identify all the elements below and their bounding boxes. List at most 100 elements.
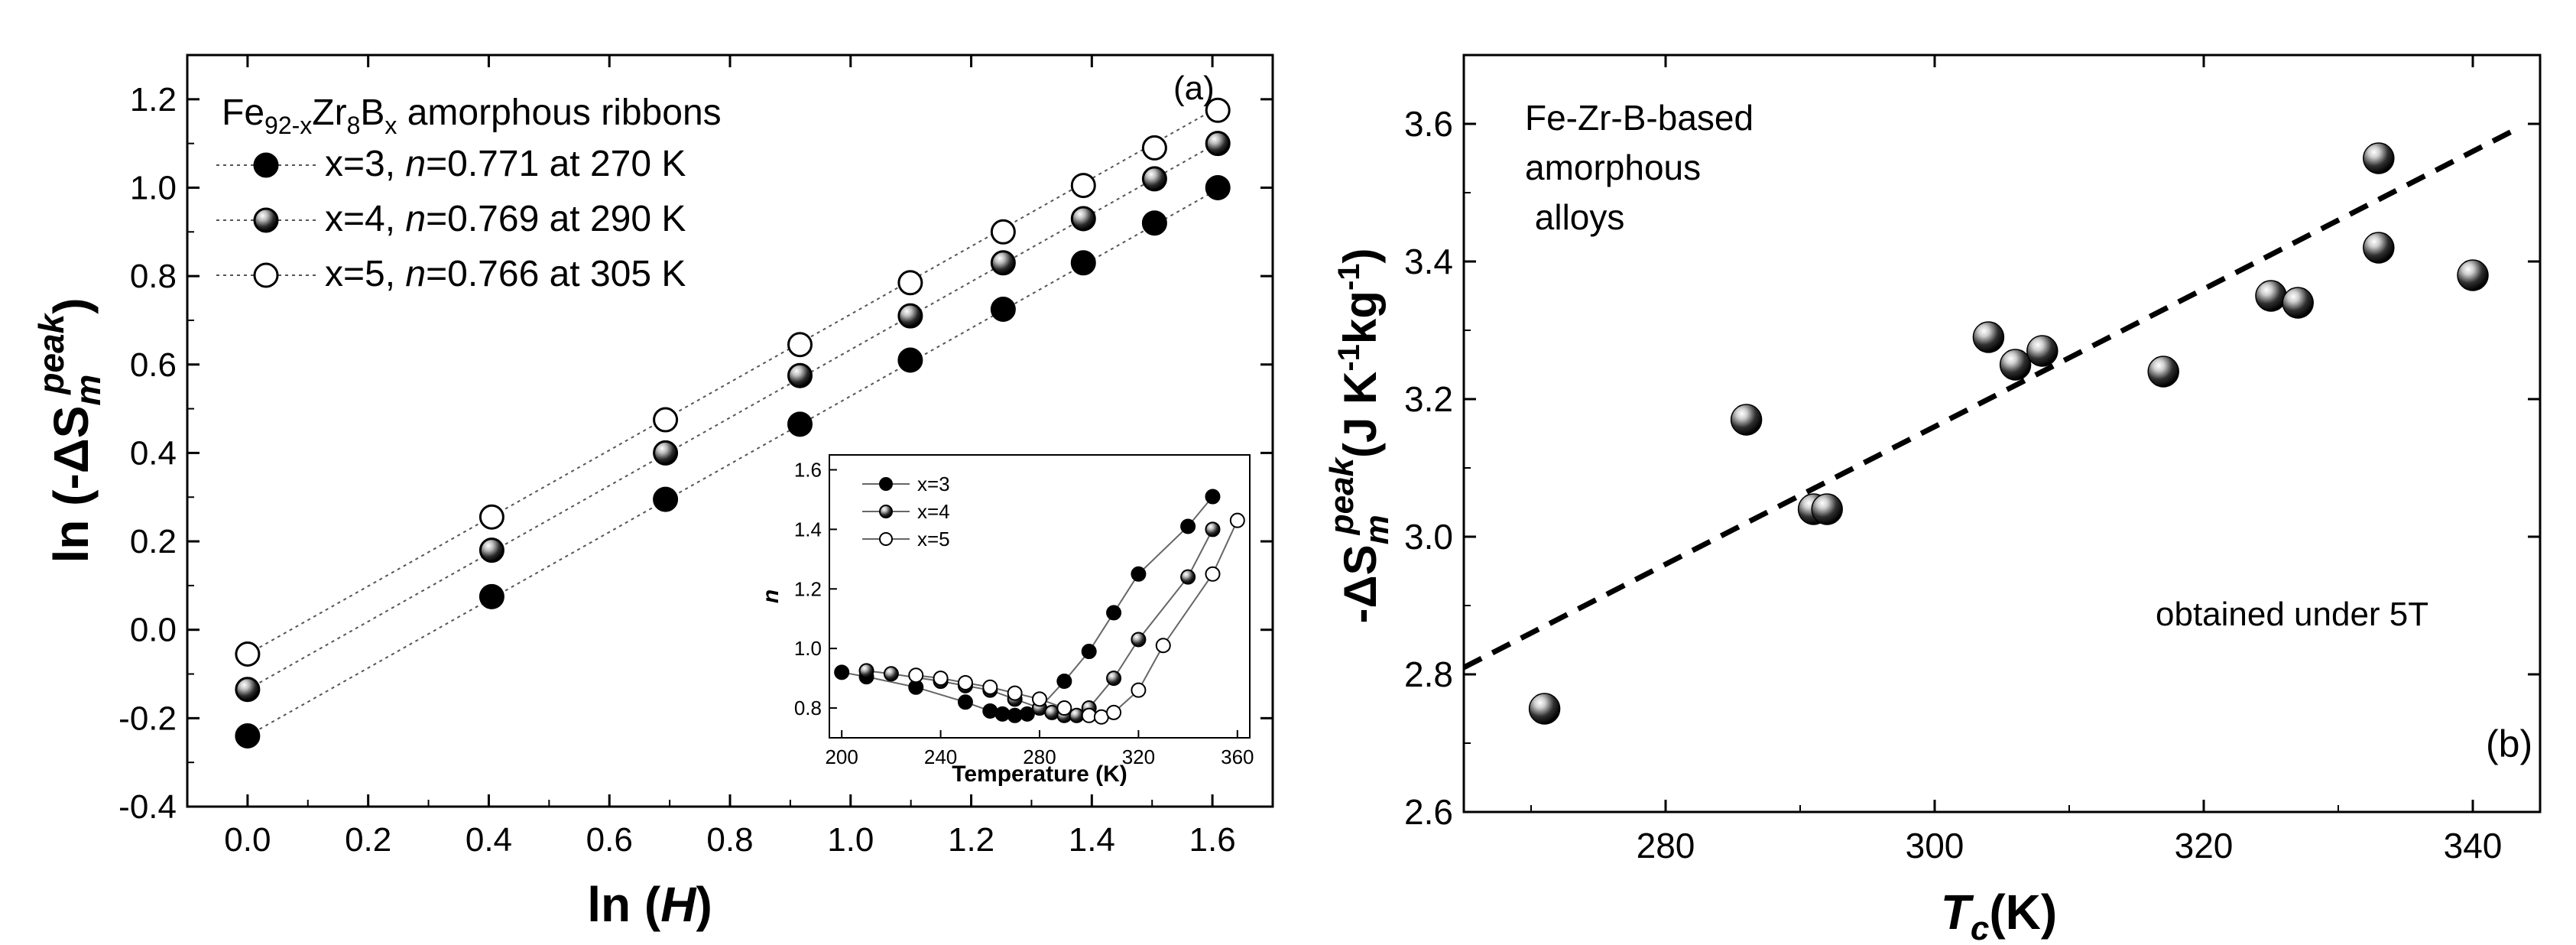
panel-a-xlabel: ln (H) [587, 877, 712, 932]
data-point-x=4 [1070, 206, 1096, 232]
inset-x-tick-label: 200 [825, 745, 858, 768]
b-data-point [1528, 693, 1561, 725]
data-point-x=3 [897, 347, 923, 373]
data-point-x=5 [653, 407, 679, 433]
inset-legend-marker-x=5 [879, 532, 893, 546]
inset-y-tick-label: 1.4 [794, 518, 822, 541]
b-x-tick-label: 320 [2175, 826, 2234, 865]
inset-point-x=3 [1056, 674, 1072, 689]
data-point-x=5 [897, 270, 923, 296]
x-tick-label: 1.2 [948, 821, 994, 859]
inset-point-x=5 [908, 667, 924, 684]
inset-point-x=4 [858, 663, 874, 679]
legend-marker-x=3 [253, 152, 279, 178]
data-point-x=4 [897, 303, 923, 329]
inset-point-x=5 [957, 674, 973, 690]
data-point-x=4 [990, 250, 1016, 276]
panel-b-xlabel: Tc(K) [1941, 885, 2057, 945]
fit-line-x=3 [247, 184, 1225, 737]
data-point-x=3 [787, 411, 813, 437]
data-point-x=3 [653, 486, 679, 512]
inset-point-x=3 [1131, 566, 1147, 582]
panel-a-inset: 200 240 280 320 360 0.8 1.0 1.2 1.4 1.6 x=3 x=4 x=5… [758, 454, 1254, 787]
inset-y-tick-label: 1.0 [794, 637, 822, 660]
data-point-x=4 [787, 362, 813, 388]
data-point-x=5 [1141, 135, 1167, 161]
inset-y-tick-label: 1.6 [794, 458, 822, 481]
b-data-point [2026, 335, 2059, 367]
panel-a-fit-lines [247, 102, 1225, 737]
b-y-tick-label: 3.2 [1404, 379, 1453, 419]
inset-point-x=5 [1007, 685, 1023, 701]
data-point-x=4 [653, 440, 679, 466]
y-tick-label: -0.2 [118, 700, 177, 737]
inset-legend: x=3 x=4 x=5 [862, 472, 950, 550]
inset-point-x=5 [1056, 700, 1072, 716]
legend-rows: x=3, n=0.771 at 270 K x=4, n=0.769 at 290… [216, 144, 686, 294]
inset-x-tick-label: 360 [1221, 745, 1254, 768]
y-tick-label: 1.0 [130, 169, 177, 206]
legend-label-x=4: x=4, n=0.769 at 290 K [325, 199, 686, 239]
b-y-tick-label: 2.6 [1404, 792, 1453, 832]
inset-legend-marker-x=3 [879, 477, 893, 491]
inset-legend-label-x=3: x=3 [917, 472, 950, 495]
b-y-tick-label: 3.4 [1404, 242, 1453, 281]
inset-point-x=4 [1106, 671, 1122, 687]
y-tick-label: 0.8 [130, 258, 177, 295]
b-y-tick-label: 3.0 [1404, 517, 1453, 557]
panel-a-ylabel: ln (-ΔSmpeak) [31, 297, 108, 563]
panel-b-annotation-line-3: alloys [1525, 197, 1624, 237]
x-tick-label: 0.2 [345, 821, 391, 859]
panel-b-chart: 280 300 320 340 2.6 2.8 3.0 3.2 3.4 3.6 Tc(K) -Δ… [1323, 54, 2542, 945]
b-data-point [2363, 232, 2395, 264]
panel-b-points [1528, 142, 2489, 725]
panel-a-label: (a) [1173, 70, 1215, 107]
inset-legend-label-x=4: x=4 [917, 500, 950, 523]
inset-point-x=5 [1032, 691, 1047, 707]
data-point-x=3 [1070, 250, 1096, 276]
inset-point-x=3 [1007, 707, 1023, 723]
inset-point-x=4 [1180, 569, 1196, 585]
legend-label-x=3: x=3, n=0.771 at 270 K [325, 144, 686, 184]
inset-ylabel: n [758, 589, 784, 603]
inset-point-x=5 [982, 679, 998, 695]
inset-point-x=5 [1106, 704, 1122, 720]
data-point-x=3 [990, 296, 1016, 322]
inset-point-x=3 [982, 703, 998, 719]
inset-y-tick-label: 1.2 [794, 577, 822, 600]
inset-point-x=5 [1229, 512, 1245, 528]
b-data-point [2363, 142, 2395, 174]
legend-marker-x=5 [253, 262, 279, 288]
b-y-tick-label: 3.6 [1404, 104, 1453, 144]
panel-b-note: obtained under 5T [2156, 596, 2428, 633]
inset-point-x=5 [933, 671, 949, 687]
data-point-x=3 [1141, 210, 1167, 236]
b-data-point [1811, 493, 1843, 525]
b-x-tick-label: 300 [1906, 826, 1964, 865]
data-point-x=3 [1205, 174, 1231, 200]
fit-line-x=4 [247, 138, 1225, 690]
panel-a-chart: 0.0 0.2 0.4 0.6 0.8 1.0 1.2 1.4 1.6 -0.4-0.20.00… [31, 54, 1274, 932]
inset-ticks: 200 240 280 320 360 0.8 1.0 1.2 1.4 1.6 [794, 458, 1254, 768]
b-data-point [2282, 287, 2314, 319]
panel-a-legend: Fe92-xZr8Bx amorphous ribbons x=3, n=0.7… [216, 93, 722, 294]
inset-legend-marker-x=4 [879, 505, 893, 518]
inset-point-x=5 [1081, 707, 1097, 723]
b-data-point [2255, 280, 2287, 312]
x-tick-label: 1.6 [1189, 821, 1236, 859]
x-tick-label: 0.4 [466, 821, 512, 859]
panel-a-points [235, 97, 1231, 749]
data-point-x=4 [479, 537, 504, 563]
panel-b-trend-line [1462, 128, 2515, 671]
y-tick-label: 0.0 [130, 612, 177, 649]
inset-point-x=4 [1205, 521, 1221, 537]
panel-a-ytick-labels: -0.4 -0.2 0.0 0.2 0.4 0.6 0.8 1.0 1.2 [118, 81, 177, 826]
data-point-x=5 [787, 332, 813, 358]
data-point-x=5 [990, 219, 1016, 245]
panel-a-xtick-labels: 0.0 0.2 0.4 0.6 0.8 1.0 1.2 1.4 1.6 [224, 821, 1235, 859]
data-point-x=5 [235, 641, 261, 667]
inset-point-x=3 [1106, 605, 1122, 621]
panel-b-xtick-labels: 280 300 320 340 [1637, 826, 2503, 865]
inset-point-x=5 [1131, 682, 1147, 698]
